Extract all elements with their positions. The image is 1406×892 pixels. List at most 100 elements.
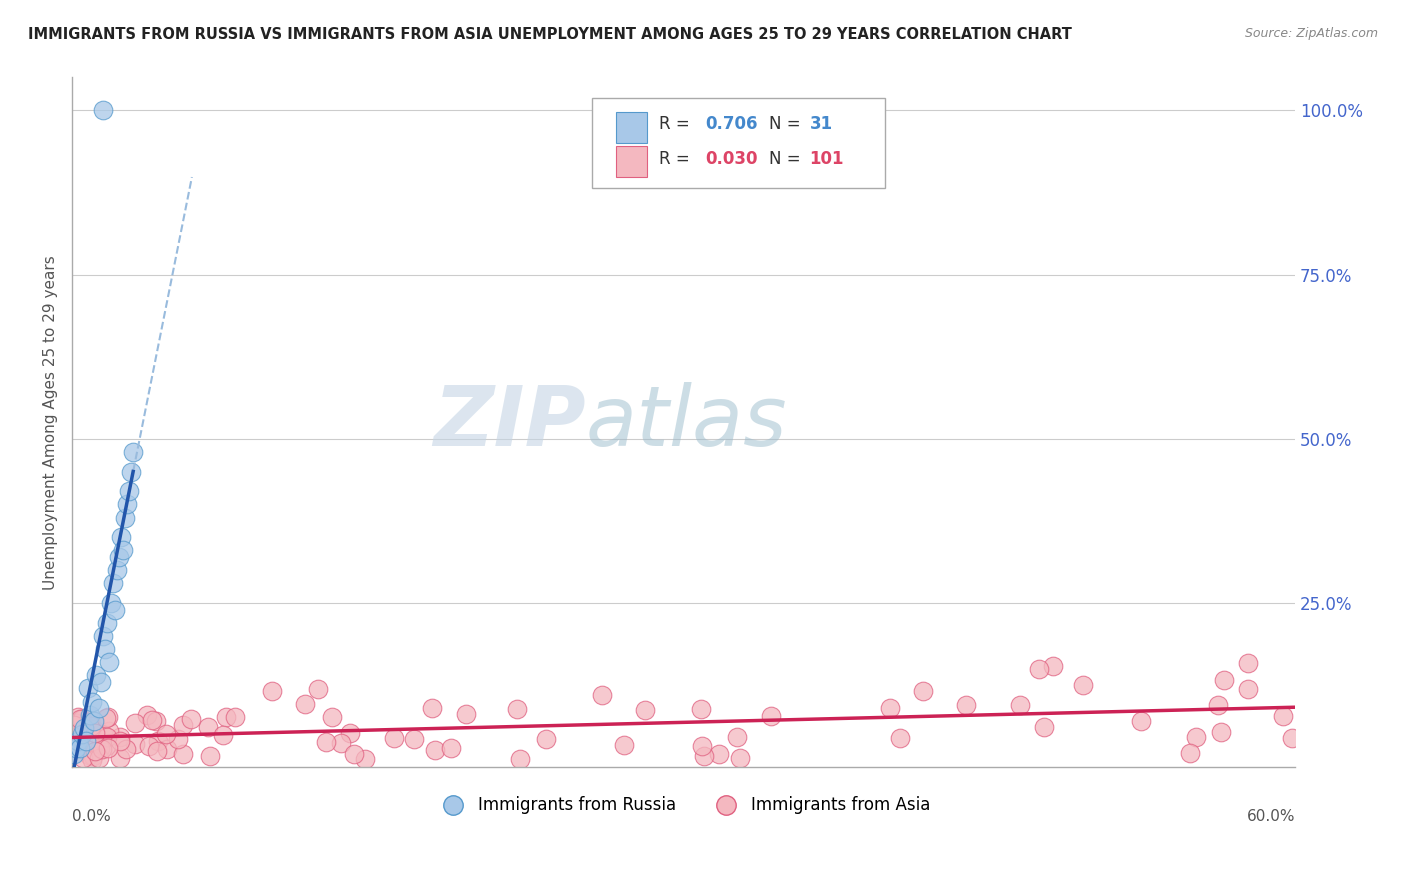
Point xyxy=(69,712,91,726)
Point xyxy=(1042,659,1064,673)
Point xyxy=(1180,746,1202,760)
Point xyxy=(725,730,748,744)
Point xyxy=(70,712,93,726)
Point xyxy=(82,695,104,709)
Point xyxy=(93,642,115,657)
Text: R =: R = xyxy=(659,150,695,168)
Point xyxy=(67,734,90,748)
Point xyxy=(1130,714,1153,728)
Point xyxy=(101,576,124,591)
Point xyxy=(330,736,353,750)
Point xyxy=(1071,678,1094,692)
Point xyxy=(180,712,202,726)
Point xyxy=(215,710,238,724)
Point xyxy=(1281,731,1303,746)
Point xyxy=(1206,698,1229,713)
Point xyxy=(172,747,194,761)
FancyBboxPatch shape xyxy=(616,146,647,178)
Point xyxy=(63,729,86,743)
Point xyxy=(70,712,93,726)
Point xyxy=(97,710,120,724)
Point xyxy=(509,752,531,766)
Point xyxy=(120,465,142,479)
Point xyxy=(146,733,169,747)
Point xyxy=(100,596,122,610)
Point xyxy=(146,743,169,757)
Point xyxy=(67,735,90,749)
Point xyxy=(118,484,141,499)
Point xyxy=(70,727,93,741)
Point xyxy=(454,707,477,722)
Point xyxy=(422,700,444,714)
Point xyxy=(86,668,108,682)
Text: 0.706: 0.706 xyxy=(706,115,758,133)
Point xyxy=(97,740,120,755)
Point xyxy=(83,744,105,758)
Point xyxy=(167,731,190,746)
Point xyxy=(87,701,110,715)
Text: Source: ZipAtlas.com: Source: ZipAtlas.com xyxy=(1244,27,1378,40)
Point xyxy=(145,714,167,728)
Text: 101: 101 xyxy=(810,150,844,168)
Point xyxy=(613,739,636,753)
Point xyxy=(197,720,219,734)
Point xyxy=(591,688,613,702)
Point xyxy=(155,727,177,741)
Point xyxy=(402,732,425,747)
Point xyxy=(693,749,716,764)
Point xyxy=(97,655,120,669)
Point xyxy=(63,747,86,761)
Point xyxy=(91,629,114,643)
Point xyxy=(75,734,97,748)
Text: R =: R = xyxy=(659,115,695,133)
Legend: Immigrants from Russia, Immigrants from Asia: Immigrants from Russia, Immigrants from … xyxy=(430,789,938,821)
Point xyxy=(315,735,337,749)
Point xyxy=(911,684,934,698)
Point xyxy=(89,741,111,756)
Point xyxy=(224,710,246,724)
Point xyxy=(65,732,87,747)
Point xyxy=(104,602,127,616)
Point xyxy=(108,751,131,765)
Point xyxy=(108,549,131,564)
Point xyxy=(536,731,558,746)
Point xyxy=(87,751,110,765)
Point xyxy=(69,740,91,755)
Text: 60.0%: 60.0% xyxy=(1247,809,1295,823)
Point xyxy=(138,739,160,753)
Point xyxy=(879,700,901,714)
Point xyxy=(82,714,104,729)
Point xyxy=(343,747,366,761)
Point xyxy=(91,726,114,740)
Point xyxy=(707,747,730,761)
Point xyxy=(66,710,89,724)
Point xyxy=(1028,662,1050,676)
Point xyxy=(65,716,87,731)
Point xyxy=(156,742,179,756)
Point xyxy=(506,702,529,716)
FancyBboxPatch shape xyxy=(592,98,886,188)
Point xyxy=(82,723,104,737)
Point xyxy=(83,714,105,729)
Point xyxy=(90,741,112,756)
Point xyxy=(65,740,87,755)
Point xyxy=(354,752,377,766)
Point xyxy=(124,715,146,730)
Point xyxy=(79,707,101,722)
Point xyxy=(97,724,120,739)
Point xyxy=(730,751,752,765)
Point xyxy=(82,748,104,763)
Point xyxy=(889,731,911,745)
Point xyxy=(91,103,114,118)
Point xyxy=(1211,725,1233,739)
Point xyxy=(294,697,316,711)
Y-axis label: Unemployment Among Ages 25 to 29 years: Unemployment Among Ages 25 to 29 years xyxy=(44,255,58,590)
Text: 0.0%: 0.0% xyxy=(72,809,111,823)
Point xyxy=(94,739,117,753)
Point xyxy=(955,698,977,713)
Text: ZIP: ZIP xyxy=(433,382,586,463)
Point xyxy=(1237,657,1260,671)
Point xyxy=(1008,698,1031,713)
Point xyxy=(63,717,86,731)
Point xyxy=(77,681,100,696)
